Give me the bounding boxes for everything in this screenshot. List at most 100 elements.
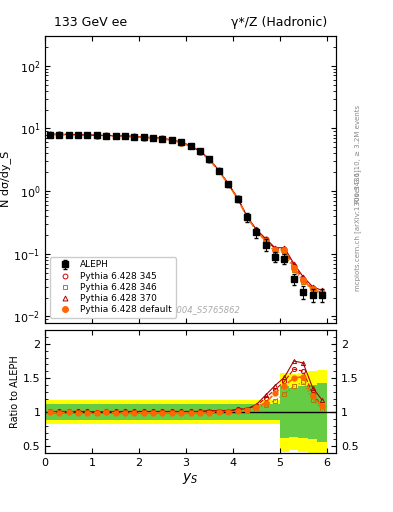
Pythia 6.428 370 bbox=[188, 143, 193, 149]
Pythia 6.428 370 bbox=[169, 137, 174, 143]
Pythia 6.428 345 bbox=[179, 139, 184, 145]
Pythia 6.428 346 bbox=[48, 131, 52, 137]
X-axis label: $y_S$: $y_S$ bbox=[182, 471, 199, 486]
Pythia 6.428 346 bbox=[301, 279, 305, 285]
Pythia 6.428 346 bbox=[263, 239, 268, 245]
Pythia 6.428 346 bbox=[57, 132, 62, 138]
Pythia 6.428 default bbox=[66, 132, 71, 138]
Pythia 6.428 346 bbox=[207, 156, 212, 162]
Pythia 6.428 345 bbox=[57, 131, 62, 137]
Pythia 6.428 default bbox=[123, 133, 127, 139]
Pythia 6.428 370 bbox=[226, 181, 230, 187]
Pythia 6.428 370 bbox=[123, 133, 127, 139]
Pythia 6.428 370 bbox=[85, 132, 90, 138]
Y-axis label: N dσ/dy_S: N dσ/dy_S bbox=[0, 151, 11, 207]
Pythia 6.428 346 bbox=[94, 132, 99, 138]
Pythia 6.428 346 bbox=[226, 181, 230, 187]
Pythia 6.428 370 bbox=[217, 167, 221, 174]
Pythia 6.428 370 bbox=[94, 132, 99, 138]
Pythia 6.428 370 bbox=[151, 135, 156, 141]
Pythia 6.428 345 bbox=[132, 133, 137, 139]
Pythia 6.428 default bbox=[76, 132, 81, 138]
Pythia 6.428 default bbox=[320, 290, 324, 296]
Pythia 6.428 default bbox=[244, 214, 249, 220]
Pythia 6.428 345 bbox=[254, 227, 259, 233]
Pythia 6.428 default bbox=[226, 181, 230, 187]
Pythia 6.428 346 bbox=[188, 143, 193, 150]
Pythia 6.428 345 bbox=[76, 132, 81, 138]
Pythia 6.428 346 bbox=[217, 167, 221, 174]
Pythia 6.428 default bbox=[198, 148, 202, 155]
Pythia 6.428 345 bbox=[123, 133, 127, 139]
Pythia 6.428 345 bbox=[85, 132, 90, 138]
Pythia 6.428 default bbox=[235, 196, 240, 202]
Text: mcplots.cern.ch [arXiv:1306.3436]: mcplots.cern.ch [arXiv:1306.3436] bbox=[354, 169, 361, 291]
Pythia 6.428 345 bbox=[198, 148, 202, 154]
Pythia 6.428 default bbox=[141, 135, 146, 141]
Pythia 6.428 default bbox=[207, 157, 212, 163]
Pythia 6.428 default bbox=[132, 134, 137, 140]
Pythia 6.428 346 bbox=[292, 267, 296, 273]
Pythia 6.428 370 bbox=[76, 132, 81, 138]
Pythia 6.428 345 bbox=[320, 290, 324, 296]
Text: γ*/Z (Hadronic): γ*/Z (Hadronic) bbox=[231, 16, 327, 29]
Pythia 6.428 346 bbox=[132, 134, 137, 140]
Pythia 6.428 370 bbox=[301, 274, 305, 280]
Pythia 6.428 346 bbox=[66, 132, 71, 138]
Text: ALEPH_2004_S5765862: ALEPH_2004_S5765862 bbox=[141, 305, 241, 314]
Pythia 6.428 345 bbox=[244, 213, 249, 219]
Pythia 6.428 345 bbox=[66, 132, 71, 138]
Pythia 6.428 345 bbox=[226, 181, 230, 187]
Pythia 6.428 370 bbox=[132, 133, 137, 139]
Pythia 6.428 370 bbox=[310, 284, 315, 290]
Pythia 6.428 370 bbox=[179, 139, 184, 145]
Text: 133 GeV ee: 133 GeV ee bbox=[54, 16, 127, 29]
Pythia 6.428 346 bbox=[254, 228, 259, 234]
Pythia 6.428 346 bbox=[85, 132, 90, 138]
Pythia 6.428 default bbox=[94, 133, 99, 139]
Pythia 6.428 default bbox=[169, 137, 174, 143]
Pythia 6.428 default bbox=[104, 133, 108, 139]
Pythia 6.428 370 bbox=[104, 132, 108, 138]
Line: Pythia 6.428 345: Pythia 6.428 345 bbox=[48, 132, 324, 295]
Pythia 6.428 default bbox=[85, 132, 90, 138]
Pythia 6.428 346 bbox=[123, 133, 127, 139]
Pythia 6.428 default bbox=[179, 139, 184, 145]
Pythia 6.428 default bbox=[310, 286, 315, 292]
Pythia 6.428 346 bbox=[198, 148, 202, 155]
Pythia 6.428 default bbox=[217, 168, 221, 174]
Pythia 6.428 345 bbox=[273, 246, 277, 252]
Pythia 6.428 370 bbox=[113, 133, 118, 139]
Pythia 6.428 346 bbox=[273, 249, 277, 255]
Line: Pythia 6.428 346: Pythia 6.428 346 bbox=[48, 132, 324, 296]
Pythia 6.428 345 bbox=[188, 143, 193, 149]
Pythia 6.428 default bbox=[292, 265, 296, 271]
Pythia 6.428 370 bbox=[292, 261, 296, 267]
Pythia 6.428 370 bbox=[141, 134, 146, 140]
Pythia 6.428 default bbox=[188, 143, 193, 150]
Pythia 6.428 346 bbox=[310, 287, 315, 293]
Pythia 6.428 346 bbox=[160, 136, 165, 142]
Pythia 6.428 370 bbox=[282, 245, 287, 251]
Pythia 6.428 346 bbox=[76, 132, 81, 138]
Pythia 6.428 default bbox=[301, 277, 305, 283]
Pythia 6.428 345 bbox=[151, 135, 156, 141]
Pythia 6.428 default bbox=[160, 136, 165, 142]
Pythia 6.428 345 bbox=[104, 132, 108, 138]
Pythia 6.428 345 bbox=[310, 285, 315, 291]
Pythia 6.428 345 bbox=[301, 275, 305, 282]
Pythia 6.428 default bbox=[263, 238, 268, 244]
Pythia 6.428 345 bbox=[160, 135, 165, 141]
Pythia 6.428 345 bbox=[113, 133, 118, 139]
Pythia 6.428 346 bbox=[282, 249, 287, 255]
Pythia 6.428 370 bbox=[160, 135, 165, 141]
Pythia 6.428 370 bbox=[254, 226, 259, 232]
Pythia 6.428 default bbox=[113, 133, 118, 139]
Line: Pythia 6.428 370: Pythia 6.428 370 bbox=[48, 132, 324, 293]
Pythia 6.428 370 bbox=[273, 245, 277, 251]
Pythia 6.428 346 bbox=[235, 196, 240, 202]
Pythia 6.428 370 bbox=[207, 156, 212, 162]
Pythia 6.428 default bbox=[282, 247, 287, 253]
Pythia 6.428 370 bbox=[48, 131, 52, 137]
Legend: ALEPH, Pythia 6.428 345, Pythia 6.428 346, Pythia 6.428 370, Pythia 6.428 defaul: ALEPH, Pythia 6.428 345, Pythia 6.428 34… bbox=[50, 257, 176, 318]
